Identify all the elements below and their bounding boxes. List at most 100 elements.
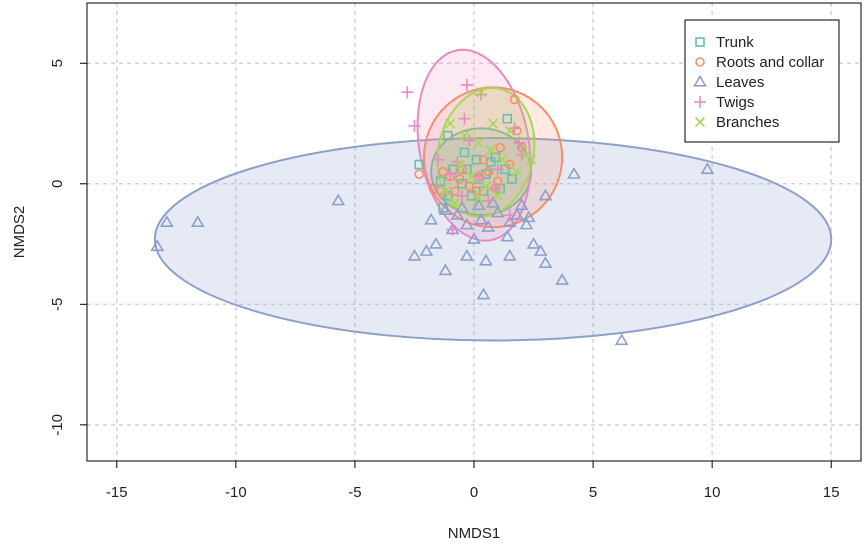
data-point [401,86,414,99]
data-point [464,181,475,191]
x-tick-label: 15 [823,484,840,501]
data-point [414,159,425,170]
data-point [473,137,484,148]
y-tick-label: -5 [49,298,66,311]
data-point [438,263,453,276]
data-point [555,273,570,285]
data-point [503,209,516,222]
legend-symbol-branches [694,116,706,128]
data-points [150,78,715,346]
data-point [508,122,521,135]
legend-symbol-roots-and-collar [695,57,705,67]
data-point [443,191,453,201]
data-point [490,205,505,218]
data-point [485,144,496,156]
data-point [428,236,443,249]
data-point [463,134,476,147]
data-point [471,154,482,165]
data-point [438,203,453,215]
data-point [504,125,515,136]
data-point [424,212,439,225]
data-point [614,333,629,346]
data-point [414,169,425,179]
data-point [475,88,488,101]
y-axis: -10 -5 0 5 [49,59,88,436]
x-tick-label: -15 [106,484,128,501]
data-point [567,167,581,179]
data-point [521,210,536,223]
data-point [450,186,460,196]
data-point [443,130,453,141]
data-point [526,154,537,165]
data-point [454,174,465,184]
data-point [471,198,486,211]
data-point [502,113,513,124]
legend-symbol-leaves [693,74,707,87]
data-point [495,142,505,153]
data-point [481,220,496,232]
legend-label: Twigs [716,94,754,111]
x-tick-label: 5 [589,484,597,501]
data-point [446,223,459,236]
y-tick-label: 5 [49,59,66,67]
data-point [435,176,446,187]
data-point [507,174,517,184]
data-point [502,249,517,261]
data-point [419,244,434,256]
data-point [459,249,474,261]
data-point [482,194,495,207]
data-point [466,171,477,182]
data-point [454,159,465,170]
data-point [509,94,520,105]
data-point [504,159,515,170]
y-axis-label: NMDS2 [11,206,28,259]
data-point [513,136,526,149]
data-point [459,130,470,141]
y-tick-label: 0 [49,180,66,188]
data-point [483,166,494,177]
data-point [472,170,485,183]
data-point [473,193,484,204]
data-point [512,125,522,136]
data-point [440,185,451,197]
data-point [509,208,524,220]
data-point [159,215,174,228]
data-point [438,166,448,177]
data-point [487,118,499,129]
data-point [331,193,346,206]
data-point [474,212,489,225]
data-point [486,195,500,208]
y-tick-label: -10 [49,414,66,436]
data-point [439,187,452,200]
data-point [407,249,422,261]
data-point [467,232,481,244]
legend-label: Roots and collar [716,54,824,71]
series-roots-and-collar [414,94,527,196]
data-point [150,239,165,252]
data-point [478,186,489,196]
data-point [526,236,541,249]
x-tick-label: -5 [348,484,361,501]
data-point [500,229,515,242]
x-tick-label: 10 [704,484,721,501]
legend-symbol-trunk [695,37,705,47]
data-point [450,208,465,220]
data-point [511,166,522,177]
legend-symbol-twigs [694,96,706,108]
data-point [491,163,504,176]
x-tick-label: 0 [470,484,478,501]
data-point [538,256,553,268]
data-point [449,198,461,209]
grid [87,3,861,461]
x-axis-label: NMDS1 [448,525,501,542]
series-branches [440,87,537,209]
data-point [476,87,487,98]
x-tick-label: -10 [225,484,247,501]
data-point [408,119,421,132]
data-point [458,112,471,125]
data-point [700,162,715,174]
data-point [476,287,491,300]
data-point [460,78,473,91]
series-leaves [150,162,715,346]
